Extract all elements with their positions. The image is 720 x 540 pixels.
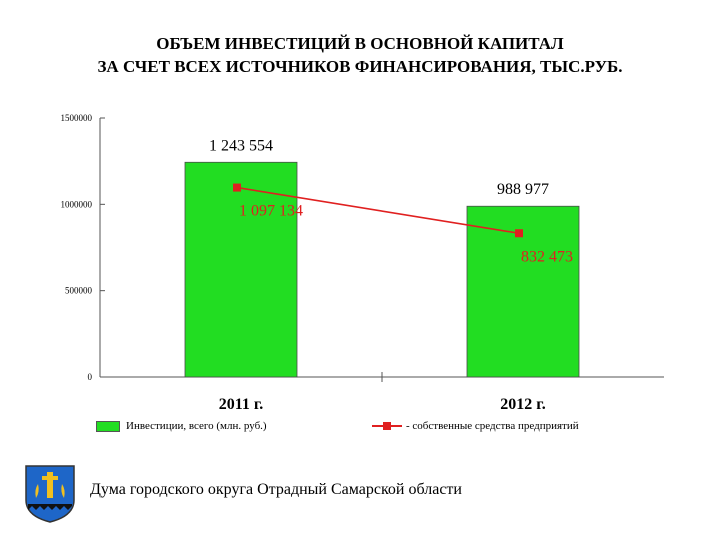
- chart-title: ОБЪЕМ ИНВЕСТИЦИЙ В ОСНОВНОЙ КАПИТАЛ ЗА С…: [0, 32, 720, 78]
- chart-title-line-2: ЗА СЧЕТ ВСЕХ ИСТОЧНИКОВ ФИНАНСИРОВАНИЯ, …: [97, 57, 623, 76]
- x-category-label: 2012 г.: [500, 396, 545, 413]
- legend-bar-swatch: [96, 420, 120, 432]
- y-tick-label: 1500000: [61, 113, 93, 123]
- legend-label-own-funds: - собственные средства предприятий: [406, 420, 579, 432]
- own-funds-value-label: 1 097 134: [239, 203, 303, 220]
- footer-text: Дума городского округа Отрадный Самарско…: [90, 481, 462, 498]
- y-tick-label: 0: [88, 372, 93, 382]
- legend-label-investments: Инвестиции, всего (млн. руб.): [126, 420, 267, 432]
- city-crest-icon: [25, 465, 75, 523]
- y-tick-label: 500000: [65, 286, 93, 296]
- own-funds-point-2: [515, 229, 523, 238]
- legend-item-investments: Инвестиции, всего (млн. руб.): [96, 420, 267, 432]
- own-funds-point-1: [233, 183, 241, 192]
- legend-line-swatch: [372, 421, 402, 431]
- bar-1: [184, 161, 298, 378]
- chart-title-line-1: ОБЪЕМ ИНВЕСТИЦИЙ В ОСНОВНОЙ КАПИТАЛ: [156, 34, 564, 53]
- legend-item-own-funds: - собственные средства предприятий: [372, 420, 579, 432]
- own-funds-line: [236, 186, 520, 235]
- bar-value-label: 988 977: [497, 181, 549, 198]
- own-funds-value-label: 832 473: [521, 248, 573, 265]
- y-tick-label: 1000000: [61, 199, 93, 209]
- investment-chart: 0 500000 1000000 1500000 1 243 554 2011 г. 988…: [61, 113, 664, 413]
- x-category-label: 2011 г.: [219, 396, 264, 413]
- bar-value-label: 1 243 554: [209, 137, 273, 154]
